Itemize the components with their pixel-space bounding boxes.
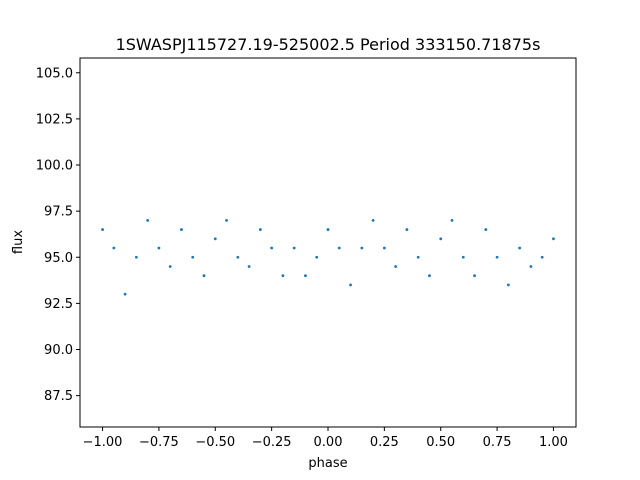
data-point — [337, 246, 341, 250]
data-point — [236, 255, 240, 259]
x-tick-label: 0.25 — [370, 435, 399, 450]
data-point — [326, 228, 330, 231]
data-point — [191, 255, 195, 259]
data-point — [371, 218, 375, 222]
y-axis: 87.5 90.0 92.5 95.0 97.5 100.0 102.5 105.0 — [36, 66, 80, 404]
y-tick-label: 97.5 — [44, 205, 73, 220]
data-point — [270, 246, 274, 250]
data-point — [461, 255, 465, 259]
data-point — [281, 274, 285, 278]
data-point — [484, 228, 488, 231]
x-axis-label: phase — [308, 456, 347, 471]
data-point — [202, 274, 206, 278]
data-point — [304, 274, 307, 278]
data-point — [146, 218, 150, 222]
y-tick-label: 92.5 — [44, 297, 73, 312]
data-point — [394, 265, 398, 268]
y-tick-label: 100.0 — [36, 159, 73, 174]
data-point — [360, 246, 364, 250]
y-axis-label: flux — [11, 230, 26, 254]
data-point — [382, 246, 386, 250]
x-tick-label: 0.00 — [314, 435, 343, 450]
data-point — [258, 228, 262, 231]
x-tick-label: −1.00 — [83, 435, 123, 450]
data-point — [529, 265, 533, 268]
y-tick-label: 87.5 — [44, 389, 73, 404]
data-point — [112, 246, 116, 250]
y-tick-label: 95.0 — [44, 251, 73, 266]
data-point — [428, 274, 431, 278]
data-point — [416, 255, 420, 259]
x-tick-label: 1.00 — [539, 435, 568, 450]
data-point — [540, 255, 544, 259]
data-points — [101, 218, 555, 296]
x-axis: −1.00 −0.75 −0.50 −0.25 0.00 0.25 0.50 0.75 1.00 — [83, 427, 568, 450]
data-point — [225, 218, 228, 222]
data-point — [495, 255, 499, 259]
data-point — [506, 283, 510, 287]
data-point — [349, 283, 352, 287]
x-tick-label: −0.75 — [139, 435, 179, 450]
y-tick-label: 90.0 — [44, 343, 73, 358]
data-point — [552, 237, 555, 241]
data-point — [168, 265, 172, 268]
data-point — [180, 228, 183, 231]
data-point — [439, 237, 443, 241]
data-point — [292, 246, 296, 250]
chart-title: 1SWASPJ115727.19-525002.5 Period 333150.… — [116, 35, 541, 54]
data-point — [157, 246, 161, 250]
x-tick-label: −0.50 — [195, 435, 235, 450]
data-point — [450, 218, 454, 222]
x-tick-label: 0.50 — [426, 435, 455, 450]
data-point — [518, 246, 522, 250]
y-tick-label: 102.5 — [36, 112, 73, 127]
data-point — [123, 292, 127, 296]
y-tick-label: 105.0 — [36, 66, 73, 81]
data-point — [405, 228, 409, 231]
data-point — [101, 228, 104, 231]
x-tick-label: 0.75 — [483, 435, 512, 450]
data-point — [247, 265, 251, 268]
data-point — [213, 237, 217, 241]
data-point — [134, 255, 138, 259]
data-point — [473, 274, 476, 278]
x-tick-label: −0.25 — [252, 435, 292, 450]
data-point — [315, 255, 319, 259]
